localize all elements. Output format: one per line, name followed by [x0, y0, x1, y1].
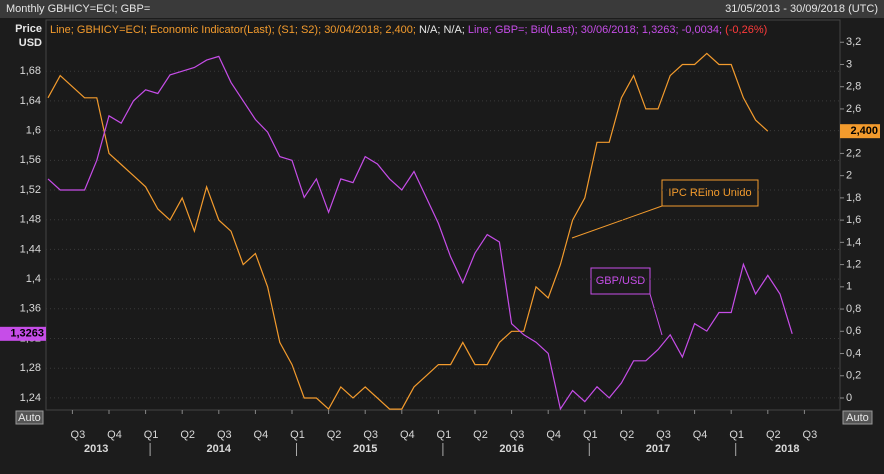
y-tick-label: 1,68 — [20, 65, 41, 77]
x-tick-label: Q4 — [107, 429, 122, 441]
x-tick-label: Q2 — [180, 429, 195, 441]
annotation-box — [661, 179, 759, 207]
annotation-leader — [649, 293, 663, 336]
legend-entry: Line; GBP=; Bid(Last); 30/06/2018; 1,326… — [468, 24, 722, 36]
y2-tick-label: 2,2 — [846, 147, 861, 159]
x-tick-label: Q4 — [254, 429, 269, 441]
x-tick-label: Q3 — [656, 429, 671, 441]
y-tick-label: 1,24 — [20, 392, 41, 404]
x-tick-label: Q2 — [766, 429, 781, 441]
y2-tick-label: 1,6 — [846, 214, 861, 226]
y-tick-label: 1,28 — [20, 362, 41, 374]
x-tick-label: Q1 — [144, 429, 159, 441]
annotation: IPC REino Unido — [668, 187, 751, 199]
header-bar — [0, 0, 884, 18]
y2-tick-label: 0 — [846, 392, 852, 404]
scale-button[interactable] — [842, 410, 873, 425]
x-tick-label: Q3 — [510, 429, 525, 441]
y2-tick-label: 2,6 — [846, 103, 861, 115]
y2-tick-label: 1,2 — [846, 258, 861, 270]
series-line — [47, 55, 793, 411]
y-tick-label: 1,4 — [26, 273, 41, 285]
x-tick-label: Q1 — [729, 429, 744, 441]
y2-tick-label: 0,4 — [846, 347, 861, 359]
annotation: GBP/USD — [596, 275, 646, 287]
last-value-label: 2,400 — [850, 125, 878, 137]
annotation-box — [590, 267, 651, 295]
x-tick-label: Q1 — [583, 429, 598, 441]
y2-tick-label: 3,2 — [846, 36, 861, 48]
scale-mode-right[interactable]: Auto — [846, 412, 869, 424]
last-value-label: 1,3263 — [10, 328, 44, 340]
y2-tick-label: 0,8 — [846, 303, 861, 315]
x-tick-label: Q3 — [217, 429, 232, 441]
year-label: 2015 — [353, 443, 377, 455]
x-tick-label: Q2 — [327, 429, 342, 441]
y2-tick-label: 2 — [846, 170, 852, 182]
year-label: 2016 — [499, 443, 523, 455]
y2-tick-label: 1,4 — [846, 236, 861, 248]
plot-area — [45, 19, 841, 411]
x-tick-label: Q2 — [620, 429, 635, 441]
legend-entry: Line; GBHICY=ECI; Economic Indicator(Las… — [50, 24, 416, 36]
x-tick-label: Q4 — [546, 429, 561, 441]
y2-tick-label: 1 — [846, 281, 852, 293]
y-tick-label: 1,64 — [20, 95, 41, 107]
date-range: 31/05/2013 - 30/09/2018 (UTC) — [725, 3, 878, 15]
scale-button[interactable] — [15, 410, 44, 425]
last-value-tag — [0, 326, 46, 341]
legend-entry: (-0,26%) — [725, 24, 767, 36]
chart-title: Monthly GBHICY=ECI; GBP= — [6, 3, 150, 15]
year-label: 2014 — [207, 443, 232, 455]
y-tick-label: 1,56 — [20, 154, 41, 166]
y2-tick-label: 3 — [846, 58, 852, 70]
scale-mode-left[interactable]: Auto — [18, 412, 41, 424]
y2-tick-label: 1,8 — [846, 192, 861, 204]
year-label: 2018 — [775, 443, 799, 455]
y-tick-label: 1,6 — [26, 125, 41, 137]
series-line — [47, 52, 769, 411]
y-axis-label: Price — [15, 23, 42, 35]
legend-entry: N/A; N/A; — [419, 24, 465, 36]
y-tick-label: 1,44 — [20, 243, 41, 255]
x-tick-label: Q1 — [290, 429, 305, 441]
y-axis-unit: USD — [19, 37, 42, 49]
x-tick-label: Q1 — [437, 429, 452, 441]
x-tick-label: Q4 — [693, 429, 708, 441]
year-label: 2017 — [646, 443, 670, 455]
year-label: 2013 — [84, 443, 108, 455]
x-tick-label: Q3 — [363, 429, 378, 441]
annotation-leader — [571, 205, 663, 239]
y2-tick-label: 2,8 — [846, 81, 861, 93]
y-tick-label: 1,36 — [20, 303, 41, 315]
y2-tick-label: 0,6 — [846, 325, 861, 337]
y2-tick-label: 0,2 — [846, 370, 861, 382]
y-tick-label: 1,52 — [20, 184, 41, 196]
x-tick-label: Q2 — [473, 429, 488, 441]
x-tick-label: Q3 — [803, 429, 818, 441]
x-tick-label: Q3 — [71, 429, 86, 441]
legend: Line; GBHICY=ECI; Economic Indicator(Las… — [50, 24, 767, 36]
y-tick-label: 1,48 — [20, 214, 41, 226]
last-value-tag — [840, 124, 880, 139]
x-tick-label: Q4 — [400, 429, 415, 441]
